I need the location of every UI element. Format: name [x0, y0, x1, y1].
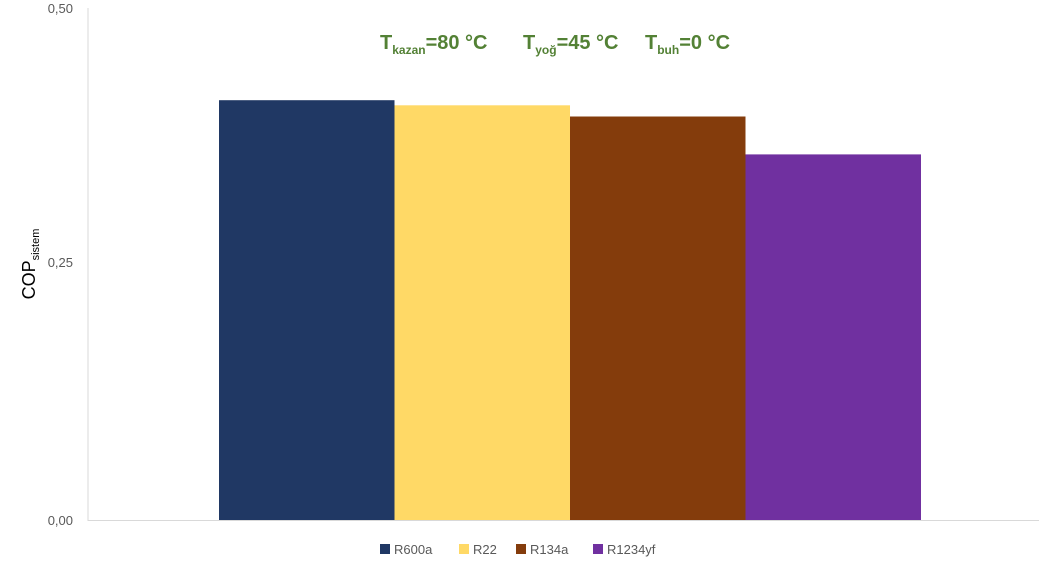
annotation-kazan-value: =80 °C — [426, 32, 488, 54]
y-axis-title: COPsistem — [19, 229, 42, 300]
y-axis-title-main: COP — [19, 260, 39, 299]
annotation-yog-value: =45 °C — [557, 32, 619, 54]
legend-swatch-r1234yf — [593, 544, 603, 554]
bar-r600a — [219, 100, 395, 520]
annotation-buh-value: =0 °C — [679, 32, 730, 54]
y-axis-ticks: 0,00 0,25 0,50 — [48, 1, 73, 528]
legend-label-r1234yf: R1234yf — [607, 542, 656, 557]
annotation-buh-base: T — [645, 32, 657, 54]
annotation-yog: Tyoğ=45 °C — [523, 32, 619, 57]
y-tick-label: 0,00 — [48, 513, 73, 528]
legend-swatch-r600a — [380, 544, 390, 554]
bar-r1234yf — [745, 154, 921, 520]
annotation-kazan: Tkazan=80 °C — [380, 32, 488, 57]
y-axis-title-sub: sistem — [30, 229, 42, 261]
annotation-kazan-base: T — [380, 32, 392, 54]
y-tick-label: 0,25 — [48, 255, 73, 270]
annotation-kazan-sub: kazan — [392, 43, 425, 57]
legend-swatch-r22 — [459, 544, 469, 554]
annotation-yog-base: T — [523, 32, 535, 54]
legend-label-r22: R22 — [473, 542, 497, 557]
legend-label-r600a: R600a — [394, 542, 433, 557]
annotation-yog-sub: yoğ — [535, 43, 556, 57]
legend-swatch-r134a — [516, 544, 526, 554]
y-tick-label: 0,50 — [48, 1, 73, 16]
legend: R600a R22 R134a R1234yf — [380, 542, 656, 557]
bars-group — [219, 100, 921, 521]
annotation-buh-sub: buh — [657, 43, 679, 57]
bar-r22 — [394, 105, 570, 521]
conditions-annotation: Tkazan=80 °C Tyoğ=45 °C Tbuh=0 °C — [380, 32, 730, 57]
bar-r134a — [570, 116, 746, 520]
annotation-buh: Tbuh=0 °C — [645, 32, 730, 57]
legend-label-r134a: R134a — [530, 542, 569, 557]
